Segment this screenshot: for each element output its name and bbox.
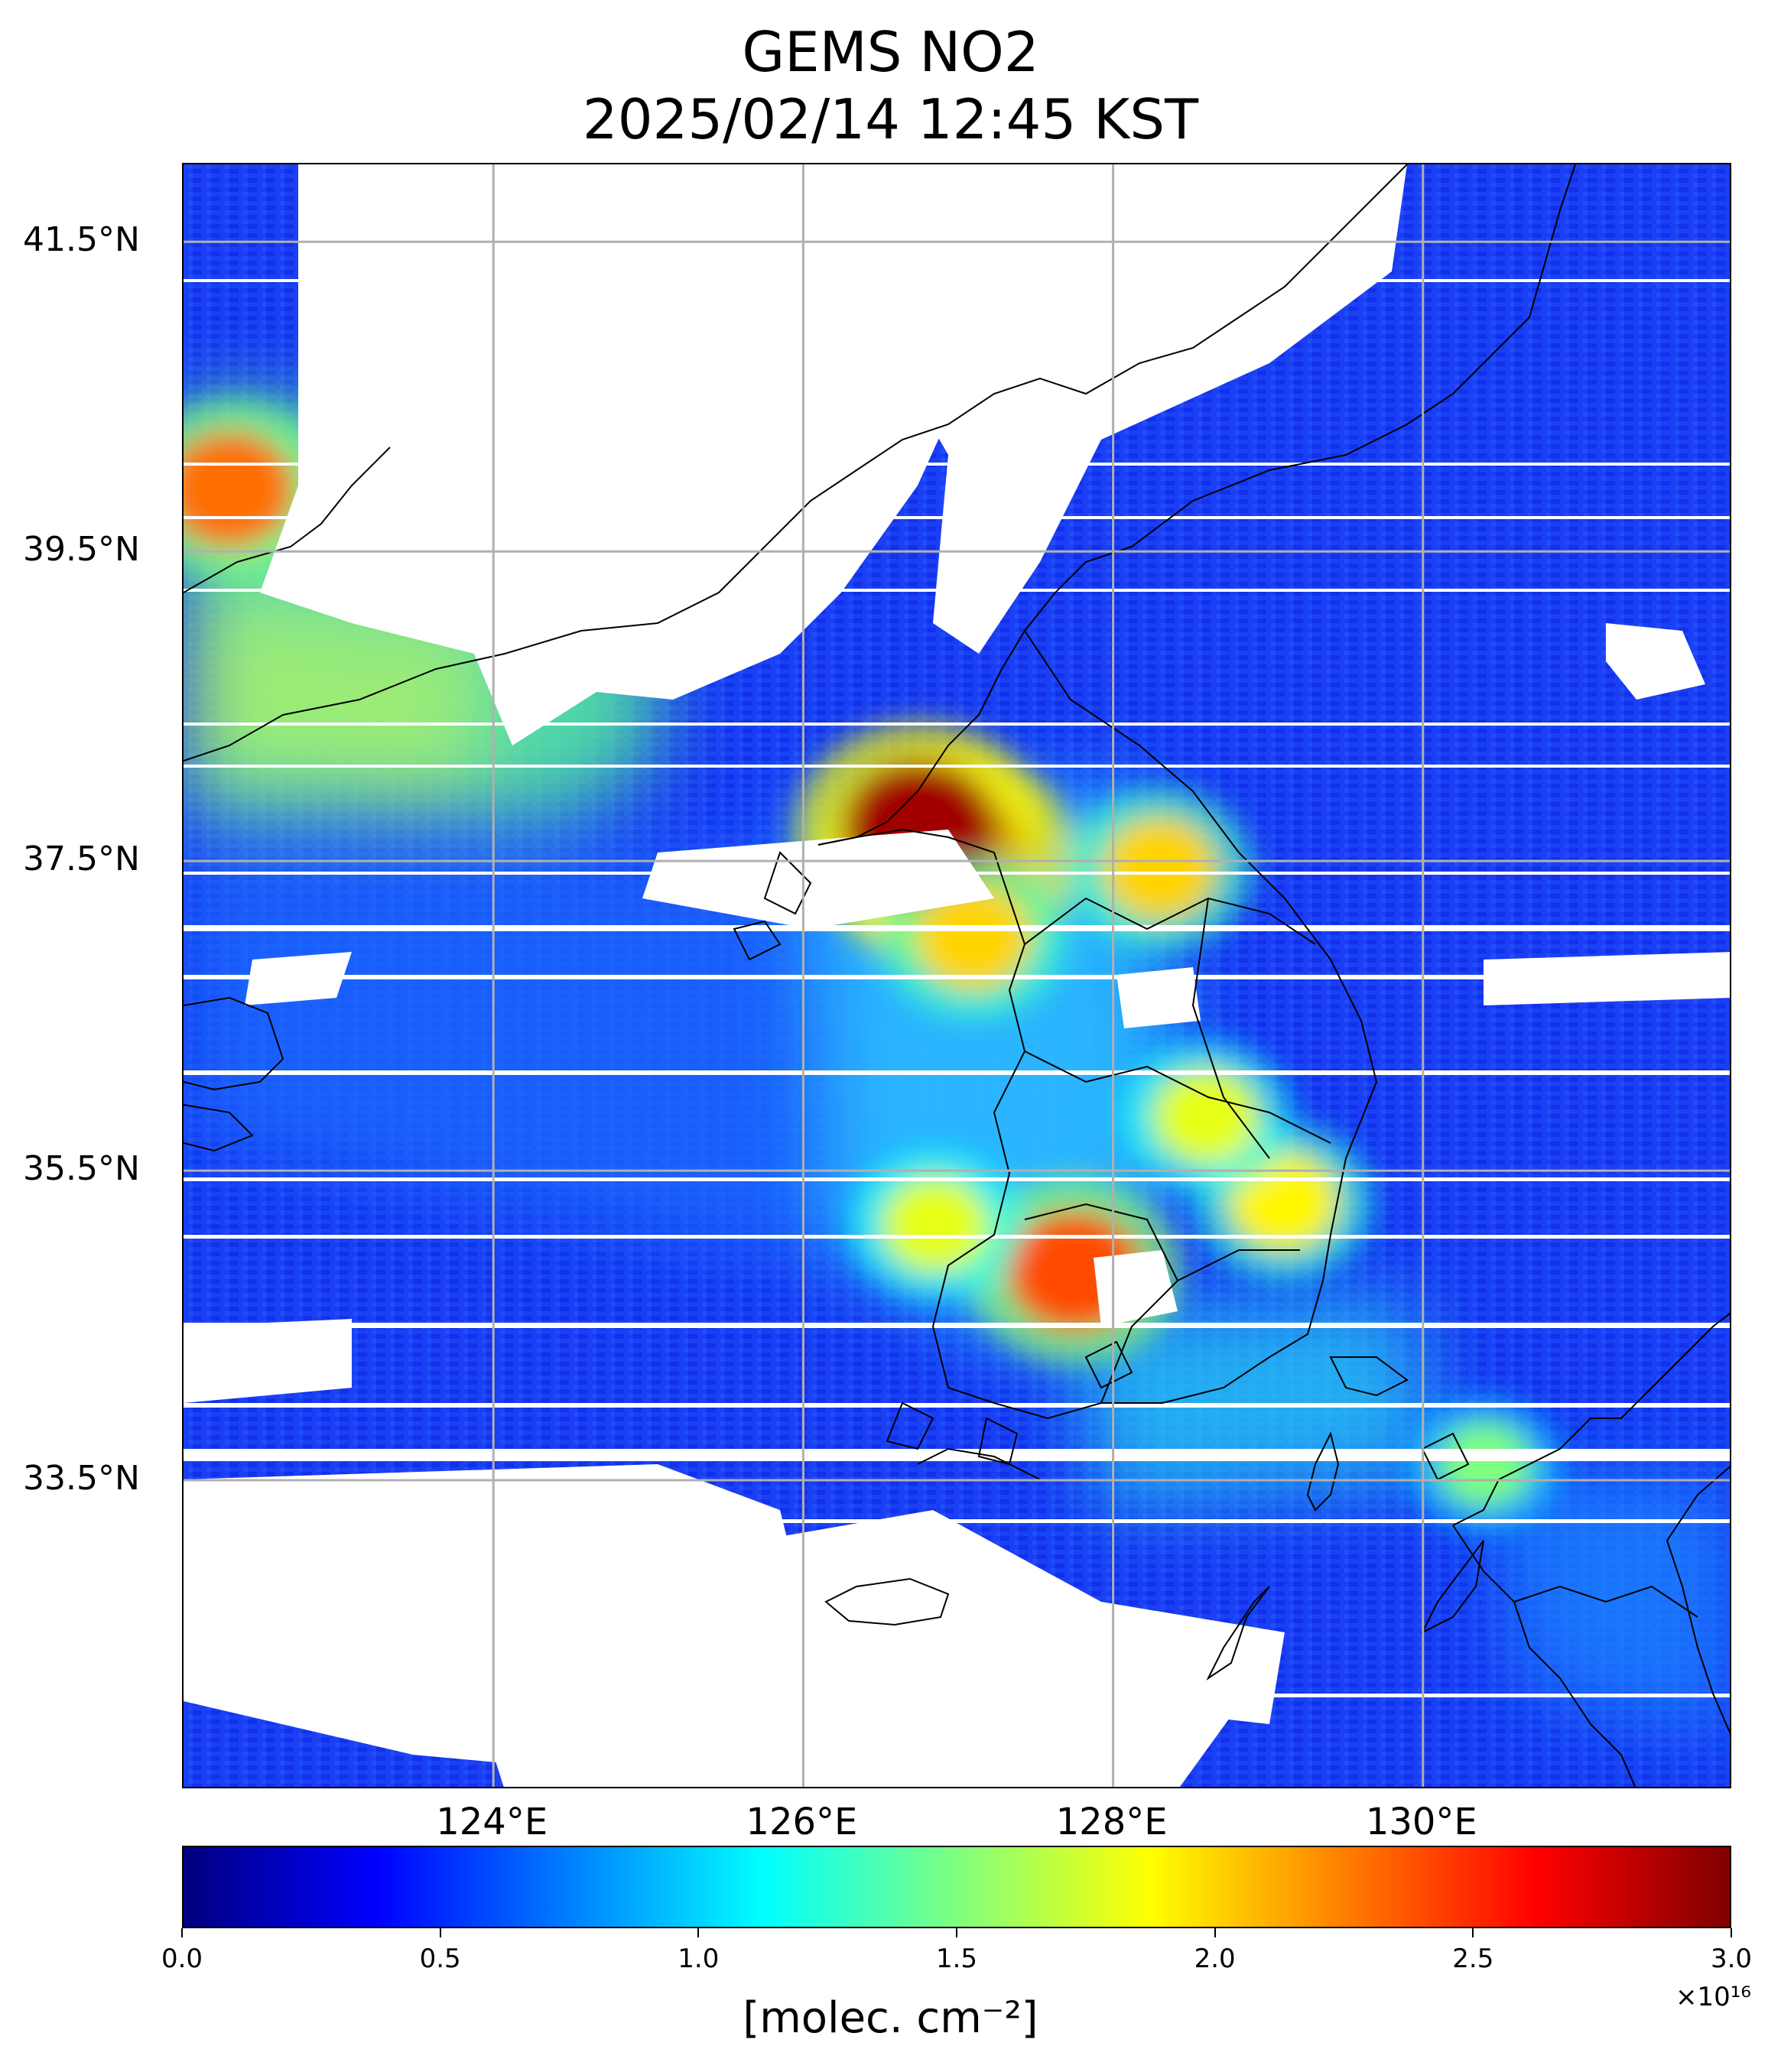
graticule xyxy=(184,164,1730,1787)
map-timestamp: 2025/02/14 12:45 KST xyxy=(582,87,1199,151)
hotspot-7 xyxy=(881,1176,990,1274)
colorbar-tick-label-6: 3.0 xyxy=(1710,1944,1753,1974)
colorbar-exponent: ×10¹⁶ xyxy=(1675,1982,1751,2012)
colorbar-tick-3 xyxy=(956,1928,957,1937)
colorbar-tick-label-5: 2.5 xyxy=(1452,1944,1494,1974)
latitude-label-2: 37.5°N xyxy=(23,840,140,879)
coastlines-and-borders xyxy=(184,164,1730,1787)
colorbar xyxy=(182,1846,1731,1928)
colorbar-tick-0 xyxy=(181,1928,183,1937)
colorbar-tick-2 xyxy=(697,1928,700,1937)
hotspot-3 xyxy=(1101,816,1218,921)
hotspot-6 xyxy=(1152,1067,1260,1165)
colorbar-tick-label-1: 0.5 xyxy=(419,1944,461,1974)
colorbar-tick-label-2: 1.0 xyxy=(678,1944,720,1974)
colorbar-tick-1 xyxy=(439,1928,441,1937)
latitude-label-1: 39.5°N xyxy=(23,530,140,570)
colorbar-tick-4 xyxy=(1214,1928,1216,1937)
colorbar-unit-label: [molec. cm⁻²] xyxy=(743,1993,1038,2043)
hotspot-4 xyxy=(915,885,1032,991)
colorbar-tick-6 xyxy=(1731,1928,1732,1937)
longitude-label-3: 130°E xyxy=(1365,1801,1477,1843)
colorbar-tick-label-0: 0.0 xyxy=(161,1944,203,1974)
missing-data-gaps xyxy=(184,164,1730,1787)
latitude-label-4: 33.5°N xyxy=(23,1459,140,1499)
map-title: GEMS NO2 xyxy=(742,20,1039,84)
latitude-label-3: 35.5°N xyxy=(23,1149,140,1189)
longitude-label-0: 124°E xyxy=(436,1801,548,1843)
hotspot-9 xyxy=(1437,1422,1532,1508)
colorbar-tick-label-3: 1.5 xyxy=(935,1944,978,1974)
colorbar-tick-label-4: 2.0 xyxy=(1194,1944,1236,1974)
no2-map xyxy=(184,164,1730,1787)
longitude-label-1: 126°E xyxy=(746,1801,858,1843)
latitude-label-0: 41.5°N xyxy=(23,220,140,260)
colorbar-tick-5 xyxy=(1472,1928,1474,1937)
no2-map-panel xyxy=(182,163,1731,1788)
scanline-gaps xyxy=(184,279,1730,1697)
longitude-label-2: 128°E xyxy=(1055,1801,1168,1843)
